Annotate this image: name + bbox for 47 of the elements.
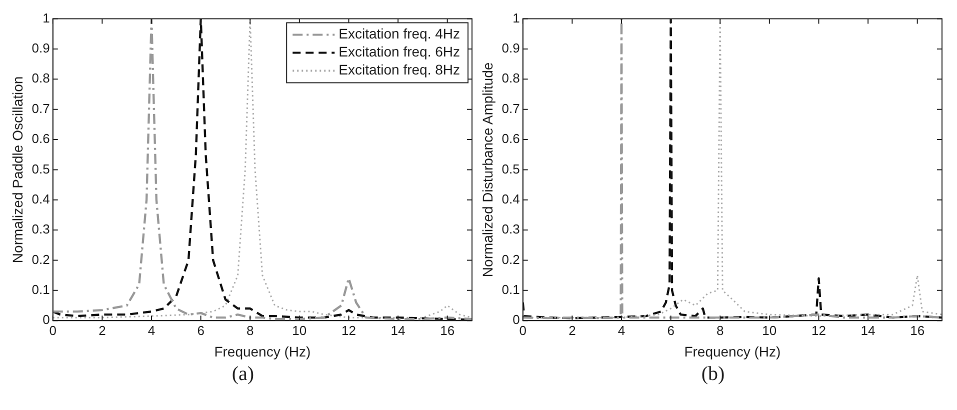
x-tick-label: 4: [148, 322, 156, 338]
x-tick-label: 8: [246, 322, 254, 338]
y-tick-label: 0: [512, 312, 520, 328]
y-tick-label: 0.1: [32, 282, 50, 297]
x-tick-label: 10: [762, 322, 777, 338]
y-tick-label: 0.6: [32, 131, 50, 146]
y-tick-label: 0.9: [502, 40, 520, 56]
y-tick-label: 1: [42, 10, 50, 26]
x-tick-label: 14: [390, 322, 406, 338]
legend-label: Excitation freq. 6Hz: [338, 44, 460, 60]
x-tick-label: 2: [98, 322, 106, 338]
y-tick-label: 0.6: [502, 131, 520, 146]
y-tick-label: 0.9: [32, 40, 50, 56]
x-tick-label: 16: [440, 322, 455, 338]
text: (a): [232, 363, 254, 386]
x-tick-label: 10: [292, 322, 307, 338]
x-tick-label: 14: [860, 322, 876, 338]
y-axis-title: Normalized Paddle Oscillation: [9, 76, 26, 264]
y-tick-label: 0.8: [502, 70, 520, 86]
x-tick-label: 12: [811, 322, 826, 338]
y-axis-title: Normalized Disturbance Amplitude: [479, 62, 496, 278]
text: (b): [701, 363, 725, 386]
y-tick-label: 0.4: [32, 191, 50, 206]
x-tick-label: 12: [341, 322, 356, 338]
y-tick-label: 0.8: [32, 70, 50, 86]
y-tick-label: 0: [42, 312, 50, 328]
legend-label: Excitation freq. 8Hz: [338, 62, 460, 78]
y-tick-label: 0.3: [32, 222, 50, 237]
x-tick-label: 2: [568, 322, 576, 338]
legend-label: Excitation freq. 4Hz: [338, 26, 460, 42]
y-tick-label: 0.2: [32, 252, 50, 267]
x-axis-title: Frequency (Hz): [684, 343, 781, 360]
y-tick-label: 0.3: [502, 222, 520, 237]
x-tick-label: 6: [197, 322, 204, 338]
x-axis-title: Frequency (Hz): [214, 343, 311, 360]
y-tick-label: 0.1: [502, 282, 520, 297]
y-tick-label: 0.5: [502, 161, 520, 176]
y-tick-label: 0.4: [502, 191, 520, 206]
y-tick-label: 0.7: [32, 100, 50, 116]
x-tick-label: 16: [910, 322, 925, 338]
x-tick-label: 6: [667, 322, 674, 338]
y-tick-label: 1: [512, 10, 520, 26]
x-tick-label: 8: [716, 322, 724, 338]
y-tick-label: 0.7: [502, 100, 520, 116]
x-tick-label: 4: [618, 322, 626, 338]
y-tick-label: 0.5: [32, 161, 50, 176]
y-tick-label: 0.2: [502, 252, 520, 267]
